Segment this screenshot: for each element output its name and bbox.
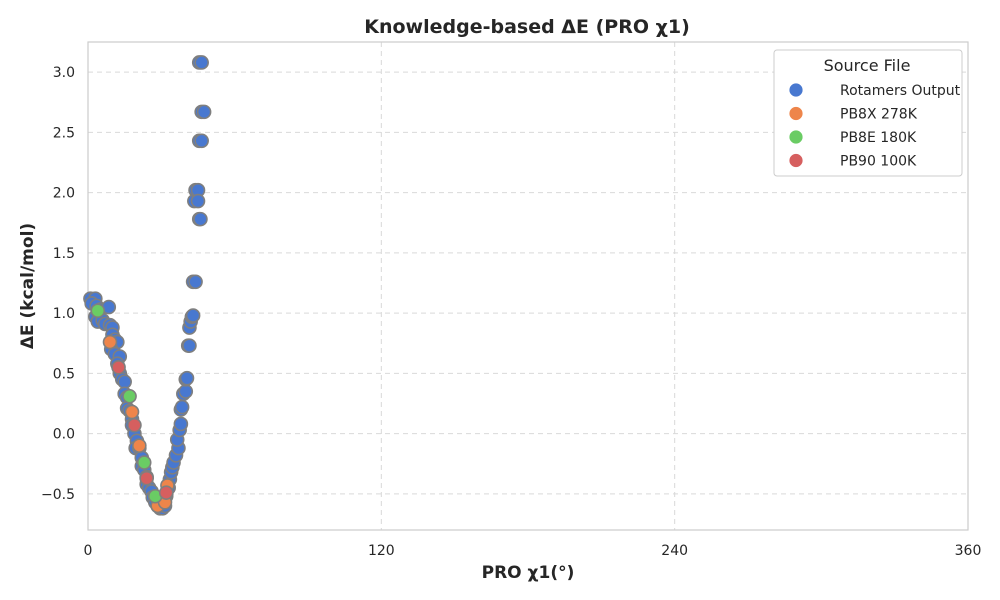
y-tick-label: 3.0 — [53, 65, 75, 81]
data-point — [174, 399, 190, 415]
legend: Source File Rotamers Output PB8X 278K PB8E… — [773, 49, 963, 177]
axis-ticks: 0 120 240 360 −0.5 0.0 0.5 1.0 1.5 2.0 2.5 3.0 — [41, 65, 981, 559]
y-tick-label: 1.5 — [53, 246, 75, 262]
data-point — [127, 417, 142, 433]
legend-marker — [788, 153, 804, 168]
y-tick-label: 0.5 — [53, 366, 75, 382]
y-tick-label: 2.5 — [53, 125, 75, 141]
data-point — [179, 370, 195, 386]
x-axis-title: PRO χ1(°) — [482, 563, 575, 583]
legend-label: PB8X 278K — [840, 107, 918, 123]
chart-title: Knowledge-based ΔE (PRO χ1) — [364, 16, 690, 38]
data-point — [139, 470, 154, 486]
x-tick-label: 360 — [955, 543, 982, 559]
legend-box — [773, 49, 963, 177]
legend-label: PB90 100K — [840, 154, 917, 170]
data-point — [190, 193, 206, 209]
series-3 — [111, 360, 174, 500]
data-point — [158, 485, 174, 500]
data-point — [194, 55, 209, 70]
legend-label: PB8E 180K — [840, 130, 917, 146]
data-point — [194, 133, 209, 149]
data-point — [132, 438, 147, 453]
data-point — [102, 334, 118, 350]
y-axis-title: ΔE (kcal/mol) — [18, 223, 38, 349]
data-point — [122, 388, 137, 404]
data-point — [193, 211, 208, 227]
legend-label: Rotamers Output — [840, 83, 961, 99]
data-point — [111, 360, 126, 375]
data-point — [182, 338, 197, 353]
y-tick-label: 0.0 — [53, 427, 75, 443]
data-point — [90, 303, 106, 319]
data-point — [173, 416, 189, 432]
data-point — [124, 404, 140, 420]
plot-area-frame — [87, 41, 969, 531]
data-point — [196, 104, 212, 120]
data-points — [83, 55, 212, 516]
legend-marker — [788, 82, 804, 98]
series-2 — [90, 303, 163, 504]
y-tick-label: 2.0 — [53, 186, 75, 202]
data-point — [178, 384, 194, 399]
legend-title: Source File — [824, 56, 911, 75]
x-tick-label: 120 — [368, 543, 395, 559]
x-tick-label: 0 — [84, 543, 93, 559]
y-tick-label: −0.5 — [41, 487, 75, 503]
data-point — [185, 308, 201, 323]
legend-marker — [788, 106, 804, 121]
data-point — [188, 274, 203, 290]
x-tick-label: 240 — [661, 543, 688, 559]
data-point — [117, 374, 132, 390]
legend-marker — [788, 129, 804, 145]
series-0 — [83, 55, 212, 516]
y-tick-label: 1.0 — [53, 306, 75, 322]
data-point — [136, 455, 152, 470]
